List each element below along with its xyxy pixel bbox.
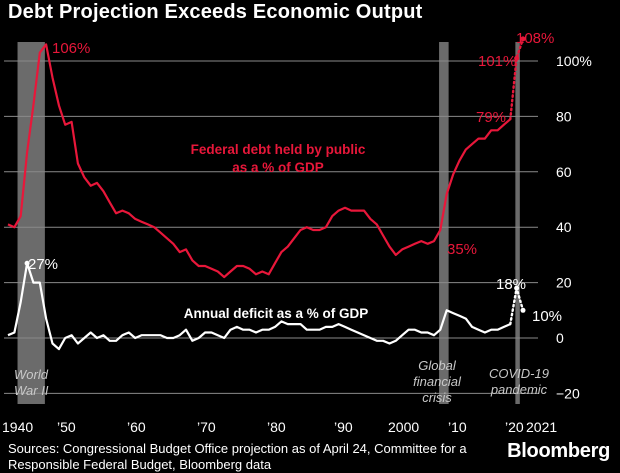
y-tick-label: 0 (556, 330, 564, 346)
debt-series-label: as a % of GDP (232, 160, 324, 175)
data-label: 108% (516, 30, 554, 47)
deficit-series-label: Annual deficit as a % of GDP (184, 306, 369, 321)
event-label-gfc: crisis (422, 390, 452, 405)
data-label: 79% (476, 109, 506, 126)
projection-point (520, 36, 526, 42)
projection-point (520, 307, 526, 313)
debt-series-label: Federal debt held by public (191, 142, 366, 157)
x-tick-label: ’50 (57, 419, 76, 435)
debt-projection-line (509, 37, 525, 121)
event-label-ww2: War II (14, 383, 49, 398)
series-lines (7, 36, 526, 351)
deficit-peak-marker (24, 260, 30, 266)
shaded-band (17, 42, 45, 404)
annotations: 106% 35% 79% 101%108% 27% 18% 10% (24, 30, 562, 325)
x-tick-label: ’90 (334, 419, 353, 435)
event-label-covid: COVID-19 (489, 366, 549, 381)
event-label-covid: pandemic (490, 382, 548, 397)
series-labels: Federal debt held by public as a % of GDP… (184, 142, 369, 321)
x-axis-labels: 1940 ’50 ’60 ’70 ’80 ’90 2000 ’10 ’20 2021 (2, 419, 557, 435)
x-tick-label: 2000 (388, 419, 419, 435)
y-tick-label: 60 (556, 164, 572, 180)
y-tick-label: 20 (556, 275, 572, 291)
projection-point (514, 285, 520, 291)
data-label: 10% (532, 308, 562, 325)
bloomberg-logo: Bloomberg (507, 440, 610, 462)
recession-bands (17, 42, 520, 404)
data-label: 18% (496, 276, 526, 293)
x-tick-label: ’10 (448, 419, 467, 435)
x-tick-label: ’60 (127, 419, 146, 435)
x-tick-label: ’80 (267, 419, 286, 435)
data-label: 27% (28, 256, 58, 273)
shaded-band (515, 42, 520, 404)
gridlines (4, 60, 538, 394)
debt-line (7, 43, 512, 279)
data-label: 101% (478, 53, 516, 70)
x-tick-label: 1940 (2, 419, 33, 435)
y-tick-label: 100% (556, 53, 592, 69)
chart-title: Debt Projection Exceeds Economic Output (8, 1, 423, 23)
y-tick-label: 80 (556, 108, 572, 124)
event-label-ww2: World (14, 367, 49, 382)
x-tick-label: 2021 (526, 419, 557, 435)
event-label-gfc: Global (418, 358, 457, 373)
data-label: 35% (447, 241, 477, 258)
debt-chart: −20 0 20 40 60 80 100% 1940 ’50 ’60 ’70 ’80 ’90 2000… (2, 30, 592, 435)
x-tick-label: ’20 (505, 419, 524, 435)
y-axis-labels: −20 0 20 40 60 80 100% (556, 53, 592, 401)
y-tick-label: 40 (556, 219, 572, 235)
x-tick-label: ’70 (197, 419, 216, 435)
shaded-band (439, 42, 449, 404)
data-label: 106% (52, 40, 90, 57)
event-label-gfc: financial (413, 374, 462, 389)
y-tick-label: −20 (556, 385, 580, 401)
projection-point (514, 55, 520, 61)
source-note: Sources: Congressional Budget Office pro… (8, 441, 467, 472)
deficit-line (7, 262, 511, 351)
